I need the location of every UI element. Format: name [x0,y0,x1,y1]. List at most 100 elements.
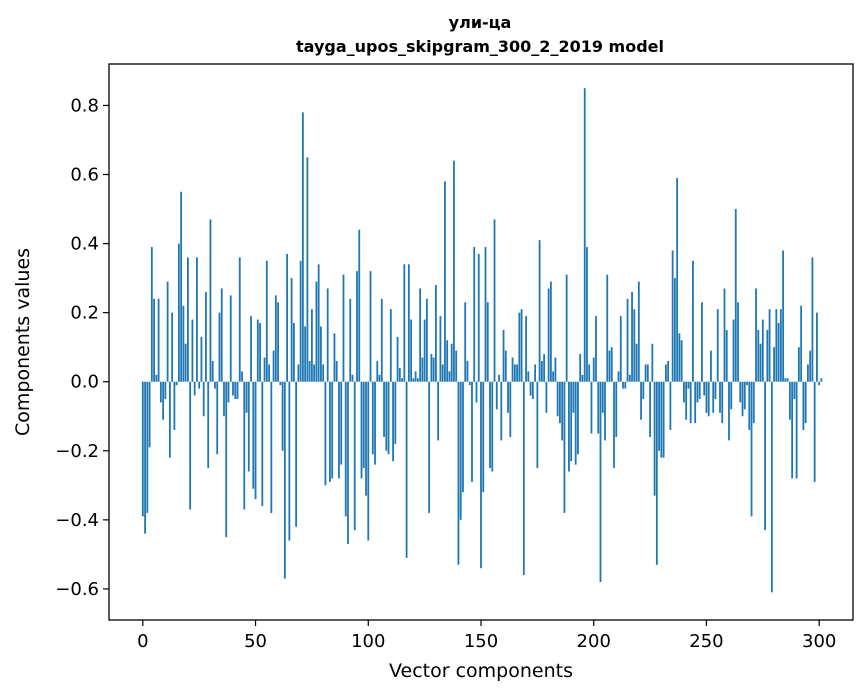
bar [669,381,672,431]
y-axis-label: Components values [12,248,34,436]
bar [459,381,462,520]
bar [286,253,289,382]
bar [527,371,530,382]
bar [518,312,521,382]
bar [308,360,311,382]
bar [651,343,654,382]
bar [376,360,379,382]
bar [295,381,298,527]
bar [444,181,446,382]
bar [565,274,568,382]
bar [428,381,431,513]
bar [405,381,408,558]
bar [601,381,604,413]
bar [432,357,435,382]
bar [800,305,803,382]
bar [301,112,304,382]
bar [703,381,706,396]
bar [268,364,270,382]
bar [529,381,532,396]
bar [480,381,482,569]
bar [277,302,279,382]
x-tick-label: 300 [802,631,836,652]
bar [437,381,440,441]
bar [500,381,503,441]
bar [728,381,730,441]
bar [649,381,651,437]
x-tick-label: 50 [244,631,267,652]
bar [574,381,577,465]
x-axis-label: Vector components [389,660,573,682]
bar [502,329,505,382]
bar [256,319,259,382]
bar [356,271,358,382]
bar [383,381,385,437]
bar [653,381,656,496]
bar [549,281,552,382]
bar [683,381,685,403]
bar [820,378,823,382]
bar [403,264,406,382]
bar [401,378,403,382]
bar [786,378,789,382]
bar [292,323,295,382]
x-tick-label: 200 [577,631,611,652]
bar [588,364,591,382]
bar [435,285,437,382]
bar [482,381,485,493]
bar [795,381,798,479]
bar [322,364,325,382]
bar [495,381,498,410]
bar [626,298,629,382]
bar [209,219,212,382]
bar [755,288,757,382]
bar [748,381,751,431]
bar [430,354,433,382]
bar [725,329,728,382]
bar [238,257,241,382]
bar [531,381,534,399]
bar [599,381,602,583]
y-tick-label: 0.4 [70,234,99,255]
bar [797,347,800,382]
x-tick-label: 0 [137,631,148,652]
bar [698,381,701,399]
bar [520,309,523,382]
bar [457,381,460,565]
bar [261,381,264,507]
bar [234,381,237,399]
bar [162,381,165,420]
bar [250,316,252,382]
bar [752,381,755,424]
bar [315,281,318,382]
bar [455,350,458,382]
bar [563,381,566,513]
bar [205,291,207,382]
bar [534,364,537,382]
bar [685,381,688,420]
bar [610,347,613,382]
bar [779,309,782,382]
bar [660,381,663,458]
bar [570,381,573,462]
bar [283,381,286,579]
bar [617,371,620,382]
bar [347,381,349,545]
bar [739,381,742,403]
bar [464,302,467,382]
bar [631,291,633,382]
bar [380,298,383,382]
y-tick-label: −0.6 [55,579,99,600]
y-tick-label: 0.8 [70,95,99,116]
bar [225,381,228,538]
bar [245,381,248,413]
bar [743,381,746,410]
bar [423,319,426,382]
bar [678,333,681,382]
bar [741,381,744,417]
bar [680,340,683,382]
y-axis-ticks: −0.6 −0.4 −0.2 0.0 0.2 0.4 0.6 0.8 [55,95,109,600]
bar [232,381,234,396]
bar [425,298,428,382]
